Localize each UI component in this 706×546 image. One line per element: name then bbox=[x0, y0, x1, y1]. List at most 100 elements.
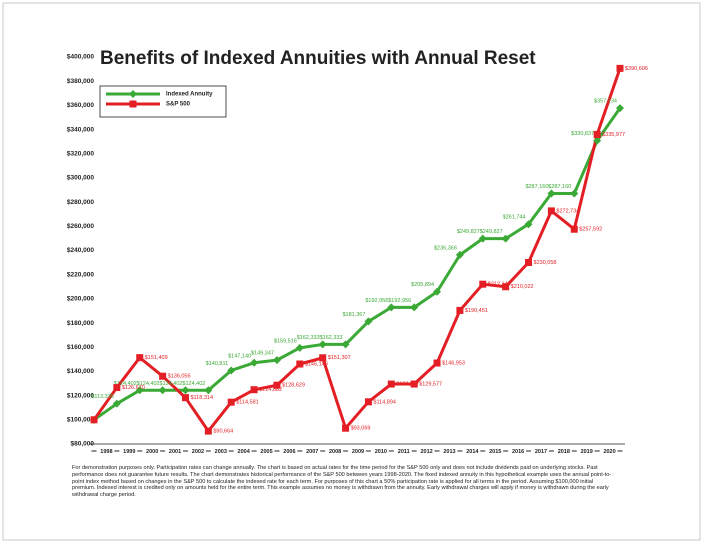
marker bbox=[410, 380, 418, 388]
marker bbox=[501, 234, 510, 243]
marker bbox=[204, 427, 212, 435]
marker bbox=[433, 287, 442, 296]
data-label: $192,956 bbox=[365, 298, 388, 304]
data-label: $151,409 bbox=[145, 355, 168, 361]
marker bbox=[272, 356, 281, 365]
data-label: $146,148 bbox=[305, 361, 328, 367]
data-label: $162,333 bbox=[320, 335, 343, 341]
data-label: $149,347 bbox=[251, 351, 274, 357]
marker bbox=[387, 380, 395, 388]
marker bbox=[364, 398, 372, 406]
chart-title: Benefits of Indexed Annuities with Annua… bbox=[100, 48, 536, 69]
x-tick-label: 2007 bbox=[306, 449, 318, 455]
x-tick-label: 2002 bbox=[192, 449, 204, 455]
marker bbox=[112, 399, 121, 408]
data-label: $93,069 bbox=[351, 426, 371, 432]
data-label: $90,664 bbox=[213, 429, 233, 435]
data-label: $210,022 bbox=[511, 284, 534, 290]
marker bbox=[181, 394, 189, 402]
marker bbox=[273, 381, 281, 389]
y-tick-label: $160,000 bbox=[67, 344, 94, 351]
data-label: $124,882 bbox=[259, 387, 282, 393]
marker bbox=[90, 416, 98, 424]
marker bbox=[410, 303, 419, 312]
marker bbox=[593, 136, 602, 145]
marker bbox=[113, 384, 121, 392]
marker bbox=[387, 303, 396, 312]
data-label: $192,956 bbox=[388, 298, 411, 304]
y-tick-label: $120,000 bbox=[67, 392, 94, 399]
x-tick-label: 2004 bbox=[238, 449, 251, 455]
data-label: $205,894 bbox=[411, 282, 434, 288]
y-tick-label: $360,000 bbox=[67, 102, 94, 109]
data-label: $159,516 bbox=[274, 338, 297, 344]
y-tick-label: $320,000 bbox=[67, 150, 94, 157]
x-tick-label: 2010 bbox=[375, 449, 387, 455]
data-label: $236,366 bbox=[434, 245, 457, 251]
x-tick-label: 2003 bbox=[215, 449, 227, 455]
marker bbox=[616, 104, 624, 113]
x-tick-label: 2005 bbox=[260, 449, 272, 455]
legend-label: S&P 500 bbox=[166, 102, 191, 108]
x-tick-label: 2008 bbox=[329, 449, 341, 455]
x-tick-label: 2001 bbox=[169, 449, 181, 455]
marker bbox=[570, 189, 579, 198]
x-tick-label: 2006 bbox=[283, 449, 295, 455]
y-tick-label: $80,000 bbox=[71, 441, 95, 448]
data-label: $287,160 bbox=[548, 184, 571, 190]
marker bbox=[295, 343, 304, 352]
data-label: $261,744 bbox=[503, 215, 526, 221]
marker bbox=[570, 225, 578, 233]
data-label: $113,335 bbox=[91, 394, 114, 400]
data-label: $114,581 bbox=[236, 400, 259, 406]
x-tick-label: 2019 bbox=[581, 449, 593, 455]
marker bbox=[250, 358, 259, 367]
legend-marker bbox=[129, 100, 137, 108]
marker bbox=[158, 386, 167, 395]
x-tick-label: 2014 bbox=[466, 449, 479, 455]
y-tick-label: $340,000 bbox=[67, 126, 94, 133]
y-tick-label: $240,000 bbox=[67, 247, 94, 254]
marker bbox=[547, 207, 555, 215]
y-tick-label: $140,000 bbox=[67, 368, 94, 375]
y-tick-label: $260,000 bbox=[67, 223, 94, 230]
data-label: $118,314 bbox=[190, 395, 213, 401]
data-label: $126,670 bbox=[122, 385, 145, 391]
marker bbox=[204, 386, 213, 395]
x-tick-label: 2020 bbox=[603, 449, 615, 455]
x-tick-label: 2013 bbox=[443, 449, 455, 455]
x-tick-label: 2009 bbox=[352, 449, 364, 455]
marker bbox=[593, 130, 601, 138]
data-label: $136,056 bbox=[168, 374, 191, 380]
data-label: $124,402 bbox=[137, 381, 160, 387]
x-tick-label: 2015 bbox=[489, 449, 501, 455]
footnote: For demonstration purposes only. Partici… bbox=[72, 465, 612, 499]
data-label: $114,894 bbox=[373, 399, 396, 405]
y-tick-label: $220,000 bbox=[67, 271, 94, 278]
marker bbox=[479, 280, 487, 288]
data-label: $257,592 bbox=[579, 227, 602, 233]
data-label: $146,953 bbox=[442, 360, 465, 366]
marker bbox=[478, 234, 487, 243]
data-label: $287,160 bbox=[525, 184, 548, 190]
marker bbox=[616, 64, 624, 72]
series-line bbox=[92, 67, 622, 433]
data-label: $390,606 bbox=[625, 66, 648, 72]
marker bbox=[227, 398, 235, 406]
legend-box bbox=[99, 85, 227, 118]
x-tick-label: 2000 bbox=[146, 449, 158, 455]
data-label: $330,837 bbox=[571, 131, 594, 137]
marker bbox=[318, 340, 327, 349]
data-label: $124,402 bbox=[160, 381, 183, 387]
y-tick-label: $280,000 bbox=[67, 199, 94, 206]
x-tick-label: 2011 bbox=[398, 449, 410, 455]
x-tick-label: 2016 bbox=[512, 449, 524, 455]
marker bbox=[524, 220, 533, 229]
marker bbox=[136, 354, 144, 362]
marker bbox=[455, 250, 464, 259]
y-tick-label: $380,000 bbox=[67, 78, 94, 85]
x-tick-label: 2018 bbox=[558, 449, 570, 455]
y-tick-label: $400,000 bbox=[67, 54, 94, 61]
